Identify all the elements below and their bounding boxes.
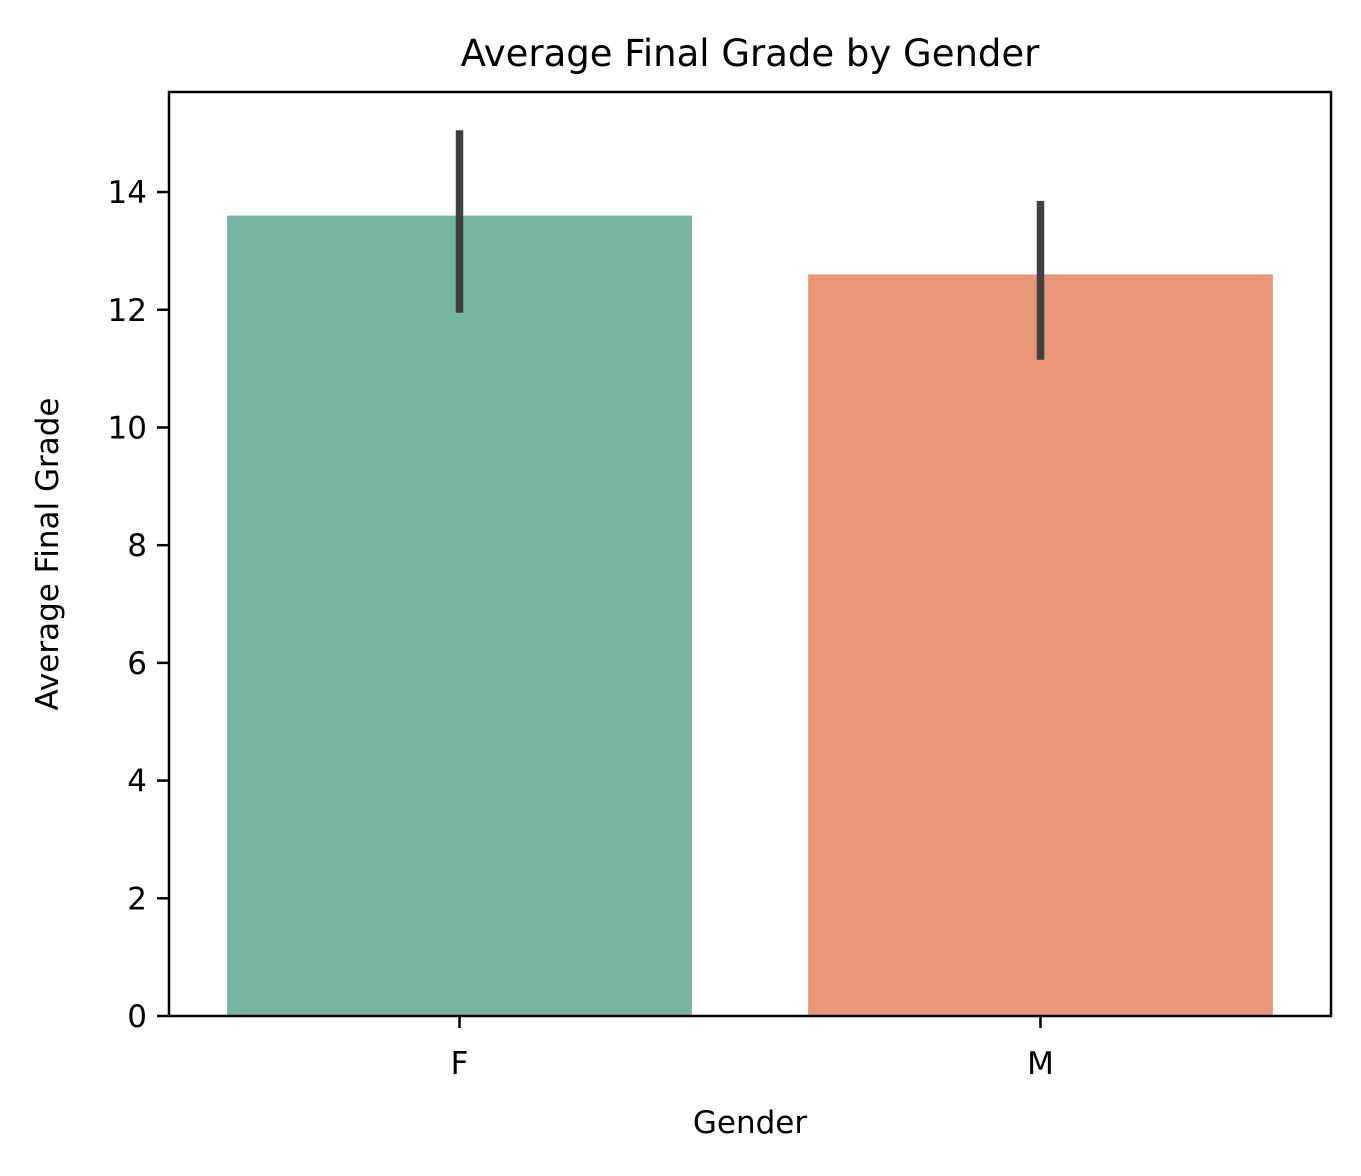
y-tick-label: 12 <box>108 293 147 329</box>
y-tick-label: 8 <box>127 528 147 564</box>
bars <box>227 215 1273 1017</box>
axes-frame <box>167 90 1333 1018</box>
y-tick-label: 14 <box>108 175 147 211</box>
y-tick-label: 6 <box>127 646 147 682</box>
y-tick-label: 4 <box>127 764 147 800</box>
x-axis-title: Gender <box>693 1105 807 1141</box>
y-tick-label: 2 <box>127 881 147 917</box>
bar-f <box>227 215 692 1017</box>
chart-title: Average Final Grade by Gender <box>461 32 1041 75</box>
y-tick-label: 10 <box>108 410 147 446</box>
x-tick-label: M <box>1027 1046 1054 1082</box>
y-tick-label: 0 <box>127 999 147 1035</box>
bar-m <box>808 274 1273 1016</box>
y-axis-title: Average Final Grade <box>30 398 66 711</box>
y-axis-ticks: 0 2 4 6 8 10 12 14 <box>108 175 169 1035</box>
x-tick-label: F <box>451 1046 469 1082</box>
error-bars <box>455 130 1045 360</box>
